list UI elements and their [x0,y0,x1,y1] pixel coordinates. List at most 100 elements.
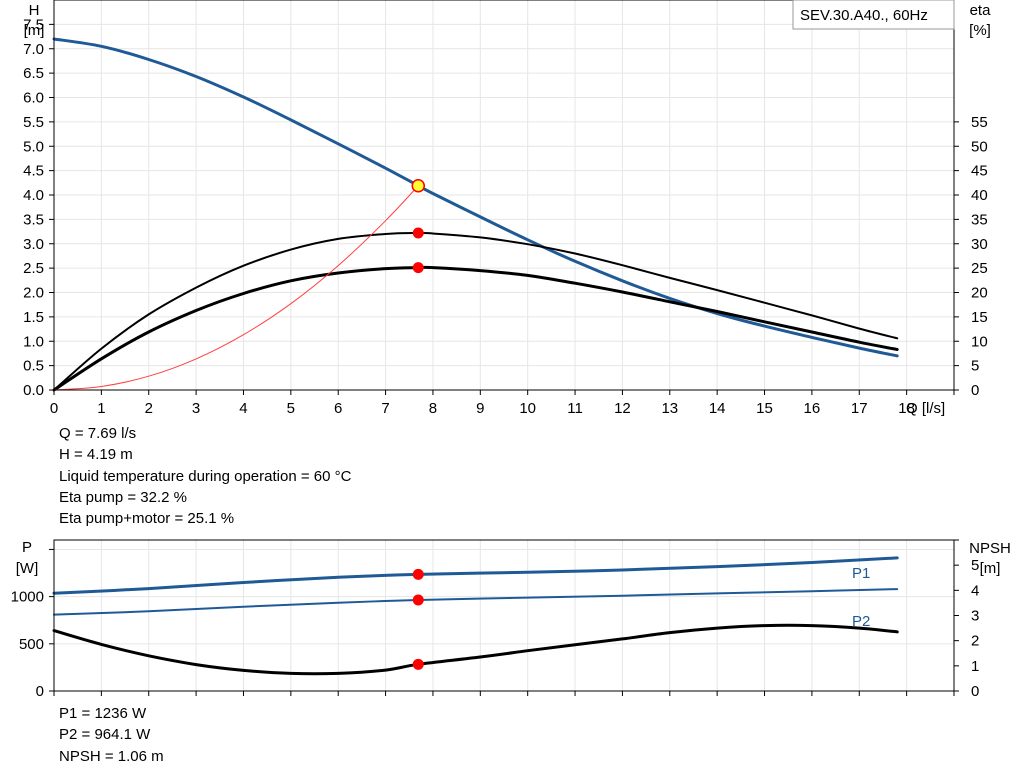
bottom-chart-series [52,556,899,676]
x-tick-label: 10 [519,400,536,417]
y-right-tick-label: 5 [971,358,979,375]
bottom-y-right-label: NPSH [969,540,1011,557]
bottom-y-left-unit: [W] [16,560,39,577]
y-right-tick-label: 2 [971,633,979,650]
x-tick-label: 6 [334,400,342,417]
operating-point-marker [412,568,424,580]
operating-point-marker [412,262,424,274]
x-tick-label: 4 [239,400,247,417]
top-y-left-label: H [29,2,40,19]
y-right-tick-label: 0 [971,683,979,700]
operating-point-info: Q = 7.69 l/s H = 4.19 m Liquid temperatu… [59,423,351,529]
info-liquid-temperature: Liquid temperature during operation = 60… [59,467,352,485]
bottom-y-left-label: P [22,539,32,556]
top-y-right-unit: [%] [969,22,991,39]
bottom-chart-operating-points [412,568,424,670]
y-right-tick-label: 30 [971,236,988,253]
chart-title: SEV.30.A40., 60Hz [800,7,928,24]
top-chart-series [52,37,899,392]
bottom-y-right-unit: [m] [980,560,1001,577]
y-left-tick-label: 5.0 [23,138,44,155]
y-right-tick-label: 35 [971,211,988,228]
info-flow: Q = 7.69 l/s [59,425,137,442]
bottom-chart-ticks: 0 500 1000 0 1 2 3 4 5 [11,539,979,700]
x-tick-label: 12 [614,400,631,417]
y-left-tick-label: 1.5 [23,309,44,326]
top-chart-operating-points [411,178,426,274]
y-right-tick-label: 20 [971,285,988,302]
operating-point-marker [412,658,424,670]
info-eta-pump-motor: Eta pump+motor = 25.1 % [59,510,235,528]
info-p1: P1 = 1236 W [59,705,147,722]
info-npsh: NPSH = 1.06 m [59,747,164,765]
y-right-tick-label: 5 [971,557,979,574]
x-tick-label: 3 [192,400,200,417]
y-right-tick-label: 55 [971,114,988,131]
y-right-tick-label: 40 [971,187,988,204]
y-right-tick-label: 45 [971,163,988,180]
p1-series-label: P1 [852,565,870,582]
power-info: P1 = 1236 W P2 = 964.1 W NPSH = 1.06 m [59,703,164,767]
y-right-tick-label: 4 [971,582,979,599]
y-left-tick-label: 7.5 [23,16,44,33]
y-left-tick-label: 0 [36,683,44,700]
y-left-tick-label: 4.5 [23,163,44,180]
info-eta-pump: Eta pump = 32.2 % [59,488,187,506]
info-head: H = 4.19 m [59,446,133,464]
top-y-left-unit: [m] [24,22,45,39]
p2-series-label: P2 [852,613,870,630]
y-left-tick-label: 7.0 [23,41,44,58]
y-left-tick-label: 500 [19,636,44,653]
x-tick-label: 14 [709,400,726,417]
operating-point-marker [412,227,424,239]
x-tick-label: 9 [476,400,484,417]
y-left-tick-label: 3.5 [23,211,44,228]
x-tick-label: 13 [661,400,678,417]
y-left-tick-label: 0.0 [23,382,44,399]
head-curve [52,37,899,358]
y-left-tick-label: 5.5 [23,114,44,131]
y-left-tick-label: 2.0 [23,285,44,302]
y-right-tick-label: 25 [971,260,988,277]
y-left-tick-label: 2.5 [23,260,44,277]
x-tick-label: 5 [287,400,295,417]
y-right-tick-label: 3 [971,608,979,625]
operating-point-marker [411,178,426,193]
y-right-tick-label: 50 [971,138,988,155]
p2-curve [53,588,899,616]
y-left-tick-label: 4.0 [23,187,44,204]
npsh-curve [52,623,899,676]
y-left-tick-label: 0.5 [23,358,44,375]
eta_total-curve [52,265,899,392]
y-left-tick-label: 6.5 [23,65,44,82]
x-tick-label: 1 [97,400,105,417]
chart-title-box [792,0,955,30]
p1-curve [52,556,899,595]
x-tick-label: 8 [429,400,437,417]
top-chart-grid [54,0,954,390]
system-curve [53,185,419,391]
x-tick-label: 17 [851,400,868,417]
top-chart-ticks: 0 1 2 3 4 5 6 7 8 9 10 11 12 13 14 15 16 17 180.00.51.01.5… [23,16,988,417]
top-x-label: Q [l/s] [906,400,945,417]
y-right-tick-label: 1 [971,658,979,675]
y-left-tick-label: 1000 [11,589,44,606]
top-y-right-label: eta [970,2,992,19]
y-left-tick-label: 3.0 [23,236,44,253]
eta_pump-curve [53,231,899,391]
x-tick-label: 16 [804,400,821,417]
y-right-tick-label: 15 [971,309,988,326]
x-tick-label: 7 [381,400,389,417]
x-tick-label: 18 [898,400,915,417]
y-left-tick-label: 6.0 [23,90,44,107]
y-right-tick-label: 10 [971,333,988,350]
x-tick-label: 11 [567,400,583,417]
info-p2: P2 = 964.1 W [59,726,151,744]
x-tick-label: 15 [756,400,773,417]
operating-point-marker [412,594,424,606]
x-tick-label: 2 [145,400,153,417]
y-left-tick-label: 1.0 [23,333,44,350]
y-right-tick-label: 0 [971,382,979,399]
x-tick-label: 0 [50,400,58,417]
